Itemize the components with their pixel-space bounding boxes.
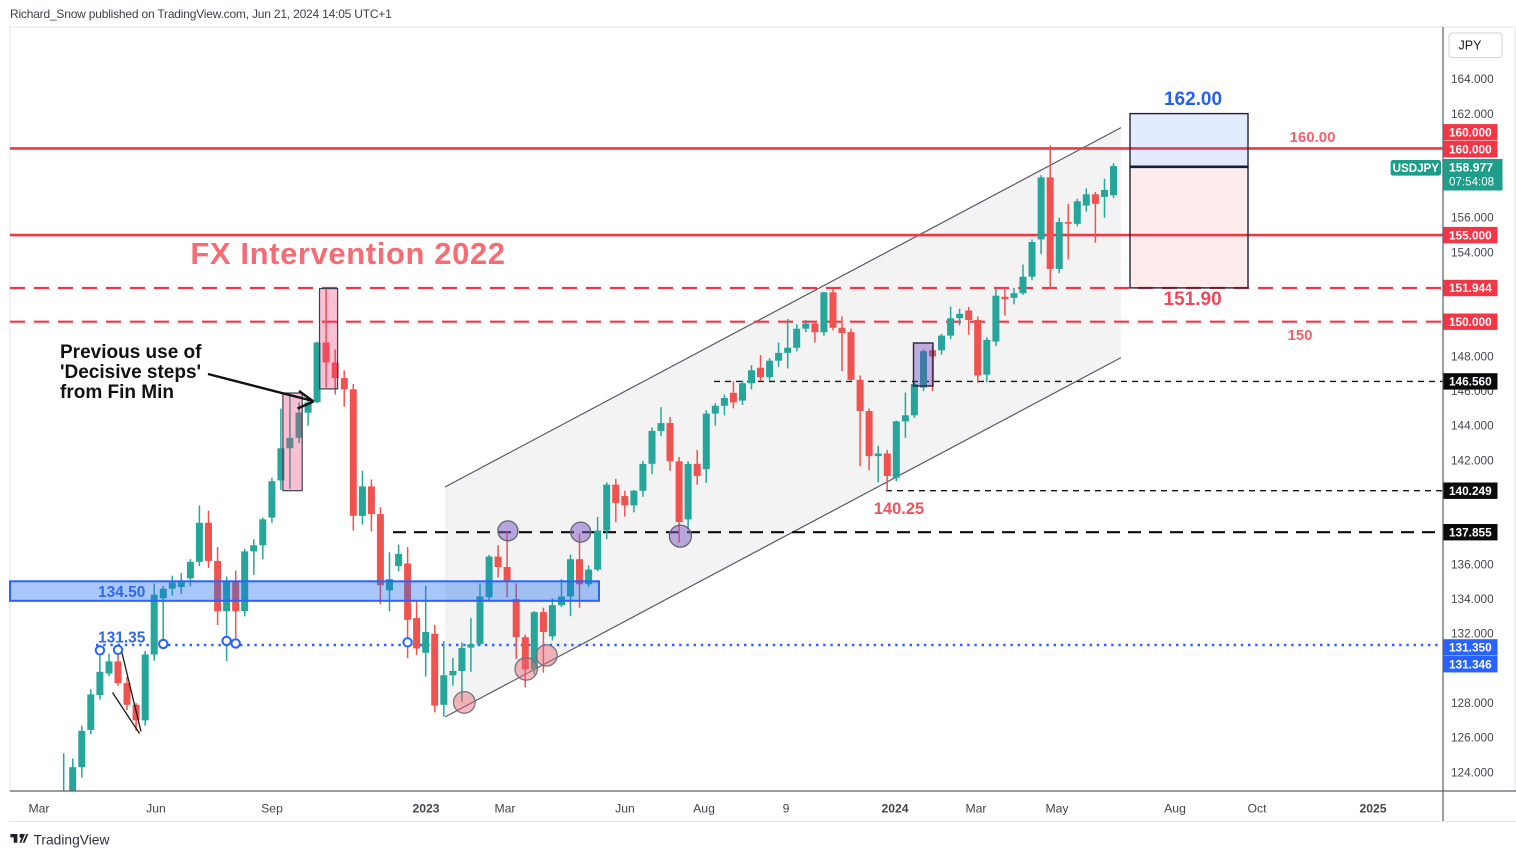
svg-text:128.000: 128.000 (1451, 696, 1494, 710)
svg-text:Jun: Jun (615, 802, 635, 816)
svg-text:134.000: 134.000 (1451, 592, 1494, 606)
svg-text:2025: 2025 (1359, 802, 1386, 816)
svg-text:160.00: 160.00 (1290, 129, 1336, 146)
svg-text:144.000: 144.000 (1451, 419, 1494, 433)
svg-text:Sep: Sep (261, 802, 283, 816)
svg-text:Mar: Mar (495, 802, 516, 816)
svg-text:9: 9 (783, 802, 790, 816)
svg-text:162.00: 162.00 (1164, 89, 1222, 110)
svg-text:2023: 2023 (412, 802, 439, 816)
svg-text:07:54:08: 07:54:08 (1449, 176, 1494, 189)
svg-text:155.000: 155.000 (1449, 228, 1492, 242)
svg-text:124.000: 124.000 (1451, 765, 1494, 779)
svg-text:Richard_Snow published on Trad: Richard_Snow published on TradingView.co… (10, 7, 392, 21)
svg-text:Previous use of: Previous use of (60, 342, 202, 363)
svg-text:140.25: 140.25 (874, 500, 924, 518)
svg-text:146.560: 146.560 (1449, 375, 1492, 389)
svg-text:'Decisive steps': 'Decisive steps' (60, 362, 201, 383)
svg-text:Mar: Mar (966, 802, 987, 816)
svg-text:FX Intervention 2022: FX Intervention 2022 (190, 236, 505, 271)
svg-text:160.000: 160.000 (1449, 142, 1492, 156)
svg-text:134.50: 134.50 (98, 584, 145, 601)
svg-text:from Fin Min: from Fin Min (60, 382, 174, 403)
svg-text:132.000: 132.000 (1451, 627, 1494, 641)
svg-text:148.000: 148.000 (1451, 349, 1494, 363)
svg-text:162.000: 162.000 (1451, 107, 1494, 121)
svg-text:Aug: Aug (1164, 802, 1186, 816)
svg-text:158.977: 158.977 (1449, 161, 1493, 175)
svg-text:131.346: 131.346 (1449, 657, 1492, 671)
svg-text:160.000: 160.000 (1449, 126, 1492, 140)
svg-text:USDJPY: USDJPY (1393, 162, 1440, 175)
svg-text:Jun: Jun (146, 802, 166, 816)
svg-text:140.249: 140.249 (1449, 484, 1492, 498)
svg-text:136.000: 136.000 (1451, 557, 1494, 571)
svg-text:150: 150 (1287, 327, 1312, 344)
svg-text:142.000: 142.000 (1451, 453, 1494, 467)
svg-text:126.000: 126.000 (1451, 731, 1494, 745)
svg-text:JPY: JPY (1459, 39, 1483, 53)
svg-text:151.90: 151.90 (1164, 289, 1222, 310)
svg-text:Oct: Oct (1248, 802, 1268, 816)
svg-text:2024: 2024 (881, 802, 908, 816)
svg-text:TradingView: TradingView (34, 833, 110, 848)
svg-text:154.000: 154.000 (1451, 245, 1494, 259)
svg-text:156.000: 156.000 (1451, 211, 1494, 225)
svg-text:151.944: 151.944 (1449, 281, 1492, 295)
svg-text:131.35: 131.35 (98, 630, 146, 647)
svg-text:Aug: Aug (693, 802, 715, 816)
svg-text:131.350: 131.350 (1449, 641, 1492, 655)
svg-text:150.000: 150.000 (1449, 315, 1492, 329)
svg-text:May: May (1045, 802, 1069, 816)
svg-text:Mar: Mar (29, 802, 50, 816)
svg-text:164.000: 164.000 (1451, 72, 1494, 86)
svg-text:137.855: 137.855 (1449, 525, 1492, 539)
